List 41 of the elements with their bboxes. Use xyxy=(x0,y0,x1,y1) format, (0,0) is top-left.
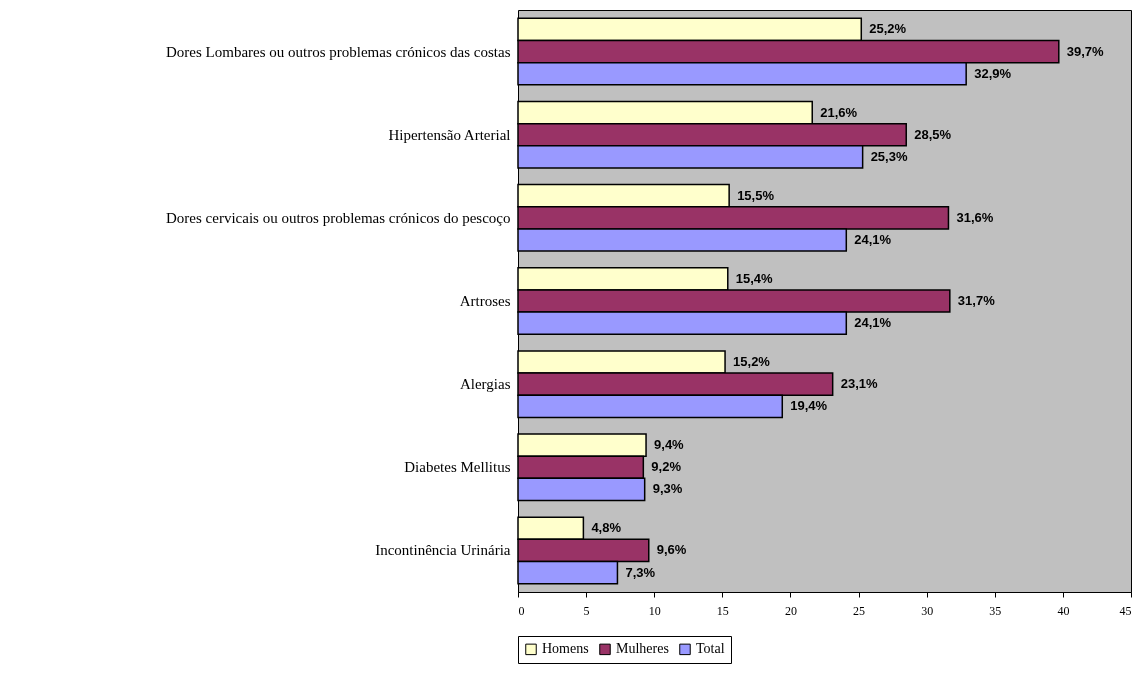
data-label: 15,4% xyxy=(735,270,774,286)
y-tick-label: Alergias xyxy=(459,376,511,393)
data-label: 19,4% xyxy=(790,398,828,414)
data-label: 24,1% xyxy=(854,232,892,248)
y-tick-label: Artroses xyxy=(459,293,511,309)
data-label: 31,7% xyxy=(957,293,996,308)
data-label: 25,3% xyxy=(870,148,908,164)
data-label: 31,6% xyxy=(956,209,994,225)
y-tick-label: Incontinência Urinária xyxy=(375,542,511,559)
data-label: 9,6% xyxy=(656,542,687,558)
y-tick-label: Dores Lombares ou outros problemas crónicos das costas xyxy=(165,43,511,60)
data-label: 4,8% xyxy=(591,520,622,536)
data-label: 39,7% xyxy=(1066,43,1105,59)
x-tick-label: 0 xyxy=(518,603,525,618)
x-tick-label: 10 xyxy=(648,603,661,618)
data-label: 9,3% xyxy=(652,481,683,497)
x-tick-label: 45 xyxy=(1119,603,1132,618)
data-label: 25,2% xyxy=(869,21,907,37)
y-tick-label: Hipertensão Arterial xyxy=(388,126,511,143)
y-tick-label: Diabetes Mellitus xyxy=(404,459,511,476)
data-label: 9,4% xyxy=(654,437,685,453)
y-tick-label: Dores cervicais ou outros problemas crónicos do pescoço xyxy=(166,209,511,226)
x-tick-label: 35 xyxy=(989,603,1002,618)
x-tick-label: 30 xyxy=(921,603,934,618)
legend-label: Homens xyxy=(542,641,589,657)
data-label: 15,2% xyxy=(733,353,771,369)
data-label: 32,9% xyxy=(974,65,1012,81)
x-tick-label: 25 xyxy=(853,603,866,618)
x-tick-label: 20 xyxy=(784,603,797,618)
data-label: 9,2% xyxy=(651,459,682,475)
x-tick-label: 15 xyxy=(716,603,729,618)
data-label: 23,1% xyxy=(840,376,878,392)
data-label: 24,1% xyxy=(854,315,892,331)
legend-label: Mulheres xyxy=(616,641,669,657)
data-label: 15,5% xyxy=(737,187,775,203)
x-tick-label: 40 xyxy=(1057,603,1070,618)
data-label: 7,3% xyxy=(625,564,656,580)
x-tick-label: 5 xyxy=(583,603,590,618)
legend-label: Total xyxy=(696,641,725,657)
data-label: 28,5% xyxy=(914,126,952,142)
data-label: 21,6% xyxy=(820,104,858,120)
